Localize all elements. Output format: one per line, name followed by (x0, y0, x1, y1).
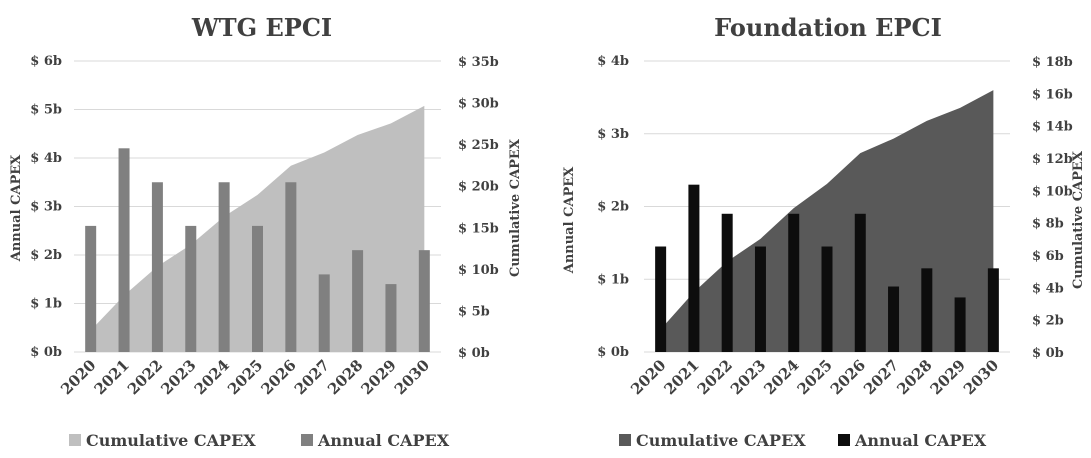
y-left-tick-label: $ 3b (30, 200, 62, 215)
bar-annual-capex-2029 (954, 297, 966, 352)
legend: Cumulative CAPEX Annual CAPEX (69, 431, 450, 450)
chart-foundation-epci: Foundation EPCI Annual CAPEX Cumulative … (562, 13, 1086, 450)
bar-annual-capex-2020 (85, 225, 97, 352)
y-right-tick-label: $ 16b (1032, 87, 1073, 102)
bar-annual-capex-2030 (987, 268, 999, 352)
x-tick-label: 2030 (391, 356, 433, 398)
legend-label-cumulative: Cumulative CAPEX (86, 431, 256, 450)
x-tick-label: 2021 (660, 356, 702, 398)
legend-swatch-cumulative (619, 434, 631, 446)
y-right-tick-label: $ 0b (1032, 346, 1064, 361)
bar-annual-capex-2028 (352, 250, 364, 352)
y-axis-right-label: Cumulative CAPEX (508, 138, 523, 277)
y-right-tick-label: $ 6b (1032, 249, 1064, 264)
chart-title: WTG EPCI (191, 13, 332, 42)
x-tick-label: 2020 (57, 356, 99, 398)
y-axis-left-label: Annual CAPEX (562, 166, 577, 274)
x-tick-label: 2028 (324, 356, 366, 398)
legend-swatch-annual (838, 434, 850, 446)
y-left-tick-label: $ 4b (30, 151, 62, 166)
y-right-tick-label: $ 8b (1032, 217, 1064, 232)
bar-annual-capex-2022 (721, 213, 733, 352)
y-axis-left-label: Annual CAPEX (9, 154, 24, 262)
y-left-tick-label: $ 2b (30, 248, 62, 263)
bar-annual-capex-2027 (318, 274, 330, 352)
y-right-tick-label: $ 18b (1032, 55, 1073, 70)
x-tick-label: 2024 (760, 356, 802, 398)
y-axis-right-label: Cumulative CAPEX (1071, 150, 1086, 289)
bar-annual-capex-2021 (688, 184, 700, 352)
bar-annual-capex-2029 (385, 284, 397, 352)
legend-label-annual: Annual CAPEX (317, 431, 450, 450)
bar-annual-capex-2025 (821, 246, 833, 352)
y-right-tick-label: $ 5b (458, 304, 490, 319)
x-tick-label: 2026 (827, 356, 869, 398)
legend: Cumulative CAPEX Annual CAPEX (619, 431, 987, 450)
x-tick-label: 2023 (157, 356, 199, 398)
y-right-tick-label: $ 10b (1032, 184, 1073, 199)
bar-annual-capex-2024 (218, 182, 230, 352)
y-right-tick-label: $ 12b (1032, 152, 1073, 167)
y-left-tick-label: $ 4b (597, 54, 629, 69)
legend-label-cumulative: Cumulative CAPEX (636, 431, 806, 450)
x-tick-label: 2025 (224, 356, 266, 398)
y-left-tick-label: $ 2b (597, 200, 629, 215)
bar-annual-capex-2026 (854, 213, 866, 352)
y-left-tick-label: $ 0b (30, 345, 62, 360)
y-right-tick-label: $ 20b (458, 180, 499, 195)
x-tick-label: 2024 (191, 356, 233, 398)
y-right-tick-label: $ 10b (458, 263, 499, 278)
x-tick-label: 2029 (927, 356, 969, 398)
area-cumulative-capex (660, 90, 994, 352)
x-tick-label: 2025 (794, 356, 836, 398)
y-right-tick-label: $ 14b (1032, 120, 1073, 135)
bar-annual-capex-2022 (151, 182, 163, 352)
bar-annual-capex-2025 (252, 225, 263, 352)
bar-annual-capex-2023 (754, 246, 766, 352)
bar-annual-capex-2026 (285, 182, 297, 352)
x-tick-label: 2027 (291, 356, 333, 398)
y-right-tick-label: $ 4b (1032, 281, 1064, 296)
y-right-tick-label: $ 0b (458, 346, 490, 361)
bar-annual-capex-2020 (655, 246, 667, 352)
x-tick-label: 2021 (91, 356, 133, 398)
y-left-tick-label: $ 1b (30, 297, 62, 312)
chart-title: Foundation EPCI (714, 13, 942, 42)
y-right-tick-label: $ 35b (458, 55, 499, 70)
y-left-tick-label: $ 6b (30, 54, 62, 69)
x-tick-label: 2022 (694, 356, 736, 398)
bar-annual-capex-2030 (418, 250, 430, 352)
chart-wtg-epci: WTG EPCI Annual CAPEX Cumulative CAPEX $… (9, 13, 523, 450)
x-tick-label: 2027 (860, 356, 902, 398)
legend-swatch-annual (301, 434, 313, 446)
y-left-tick-label: $ 1b (597, 272, 629, 287)
y-right-tick-label: $ 15b (458, 221, 499, 236)
x-tick-label: 2020 (627, 356, 669, 398)
legend-swatch-cumulative (69, 434, 81, 446)
bar-annual-capex-2024 (788, 213, 800, 352)
y-right-tick-label: $ 30b (458, 97, 499, 112)
y-right-tick-label: $ 2b (1032, 314, 1064, 329)
bar-annual-capex-2021 (118, 148, 130, 352)
y-right-tick-label: $ 25b (458, 138, 499, 153)
x-tick-label: 2023 (727, 356, 769, 398)
bar-annual-capex-2027 (888, 286, 900, 352)
bar-annual-capex-2023 (185, 225, 197, 352)
x-tick-label: 2022 (124, 356, 166, 398)
x-tick-label: 2026 (257, 356, 299, 398)
legend-label-annual: Annual CAPEX (854, 431, 987, 450)
x-tick-label: 2029 (358, 356, 400, 398)
bar-annual-capex-2028 (921, 268, 933, 352)
x-tick-label: 2028 (893, 356, 935, 398)
x-tick-label: 2030 (960, 356, 1002, 398)
y-left-tick-label: $ 5b (30, 103, 62, 118)
y-left-tick-label: $ 0b (597, 345, 629, 360)
y-left-tick-label: $ 3b (597, 127, 629, 142)
